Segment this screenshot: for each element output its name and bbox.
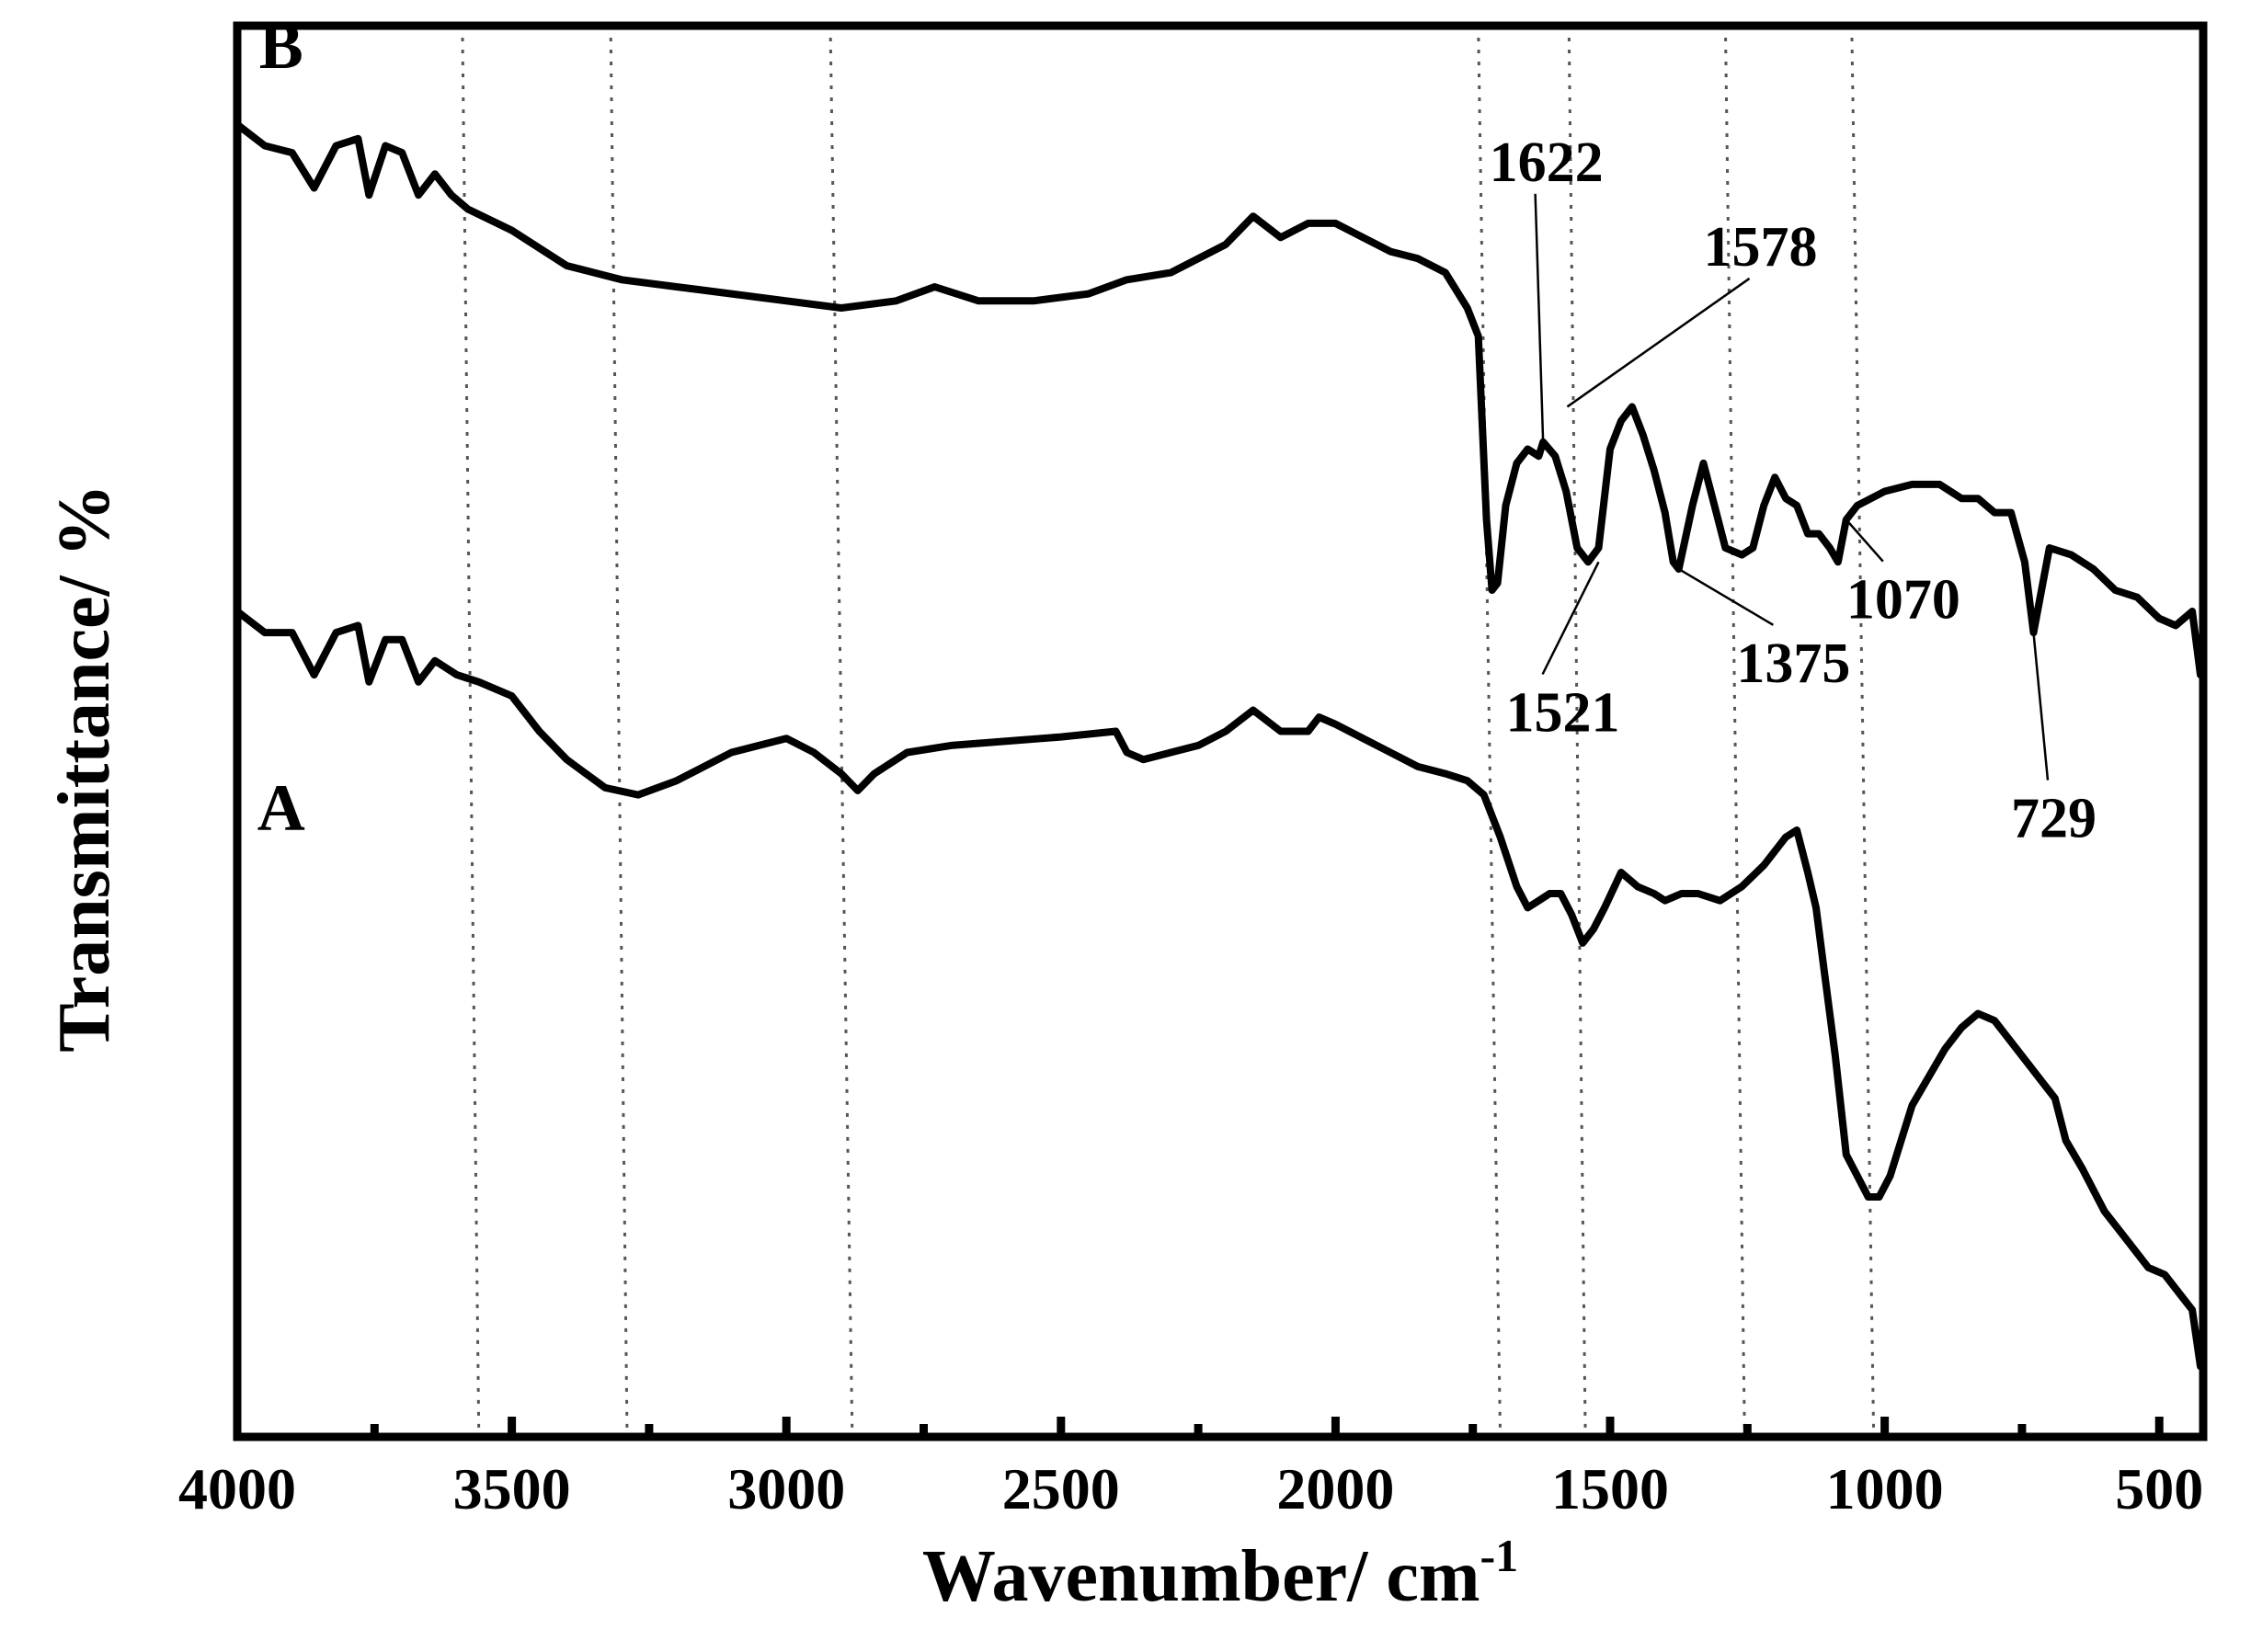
plot-frame bbox=[233, 21, 2208, 1441]
annotation-label-1070: 1070 bbox=[1846, 569, 1960, 632]
reference-line-3 bbox=[1477, 25, 1503, 1438]
annotation-leader-1622 bbox=[1534, 193, 1545, 442]
reference-line-4 bbox=[1567, 25, 1587, 1438]
spectra bbox=[234, 120, 2204, 1371]
x-axis-title: Wavenumber/ cm-1 bbox=[922, 1530, 1518, 1617]
annotation-leader-1070 bbox=[1845, 518, 1884, 563]
reference-line-6 bbox=[1850, 25, 1876, 1438]
annotation-leader-1578 bbox=[1566, 277, 1751, 408]
series-line-A bbox=[234, 608, 2204, 1371]
x-tick-label-2500: 2500 bbox=[1002, 1456, 1120, 1521]
annotation-leader-1521 bbox=[1541, 561, 1600, 676]
reference-line-0 bbox=[461, 25, 481, 1438]
reference-lines bbox=[461, 25, 1876, 1438]
series-labels: BA bbox=[257, 9, 305, 845]
x-tick-label-3500: 3500 bbox=[453, 1456, 571, 1521]
x-axis-ticks: 4000 3500 3000 2500 2000 1500 1000 500 bbox=[178, 1417, 2203, 1521]
annotation-leader-729 bbox=[2032, 632, 2050, 780]
reference-line-1 bbox=[609, 25, 629, 1438]
reference-line-5 bbox=[1723, 25, 1746, 1438]
reference-line-2 bbox=[828, 25, 854, 1438]
annotation-label-1521: 1521 bbox=[1506, 682, 1620, 745]
annotation-label-1622: 1622 bbox=[1490, 131, 1604, 194]
x-tick-label-4000: 4000 bbox=[178, 1456, 296, 1521]
annotation-leader-1375 bbox=[1678, 567, 1775, 626]
y-axis-title: Transmittance/ % bbox=[44, 484, 125, 1052]
annotation-label-1375: 1375 bbox=[1736, 632, 1850, 695]
x-tick-label-500: 500 bbox=[2115, 1456, 2203, 1521]
x-tick-label-3000: 3000 bbox=[727, 1456, 845, 1521]
x-axis-title-text: Wavenumber/ cm bbox=[922, 1536, 1480, 1617]
x-tick-label-1500: 1500 bbox=[1551, 1456, 1669, 1521]
annotation-label-729: 729 bbox=[2011, 788, 2097, 850]
series-label-A: A bbox=[257, 771, 305, 845]
series-label-B: B bbox=[259, 9, 303, 83]
x-tick-label-1000: 1000 bbox=[1826, 1456, 1944, 1521]
series-line-B bbox=[234, 120, 2204, 679]
x-axis-title-superscript: -1 bbox=[1480, 1530, 1518, 1581]
x-tick-label-2000: 2000 bbox=[1276, 1456, 1394, 1521]
annotation-label-1578: 1578 bbox=[1704, 216, 1818, 279]
